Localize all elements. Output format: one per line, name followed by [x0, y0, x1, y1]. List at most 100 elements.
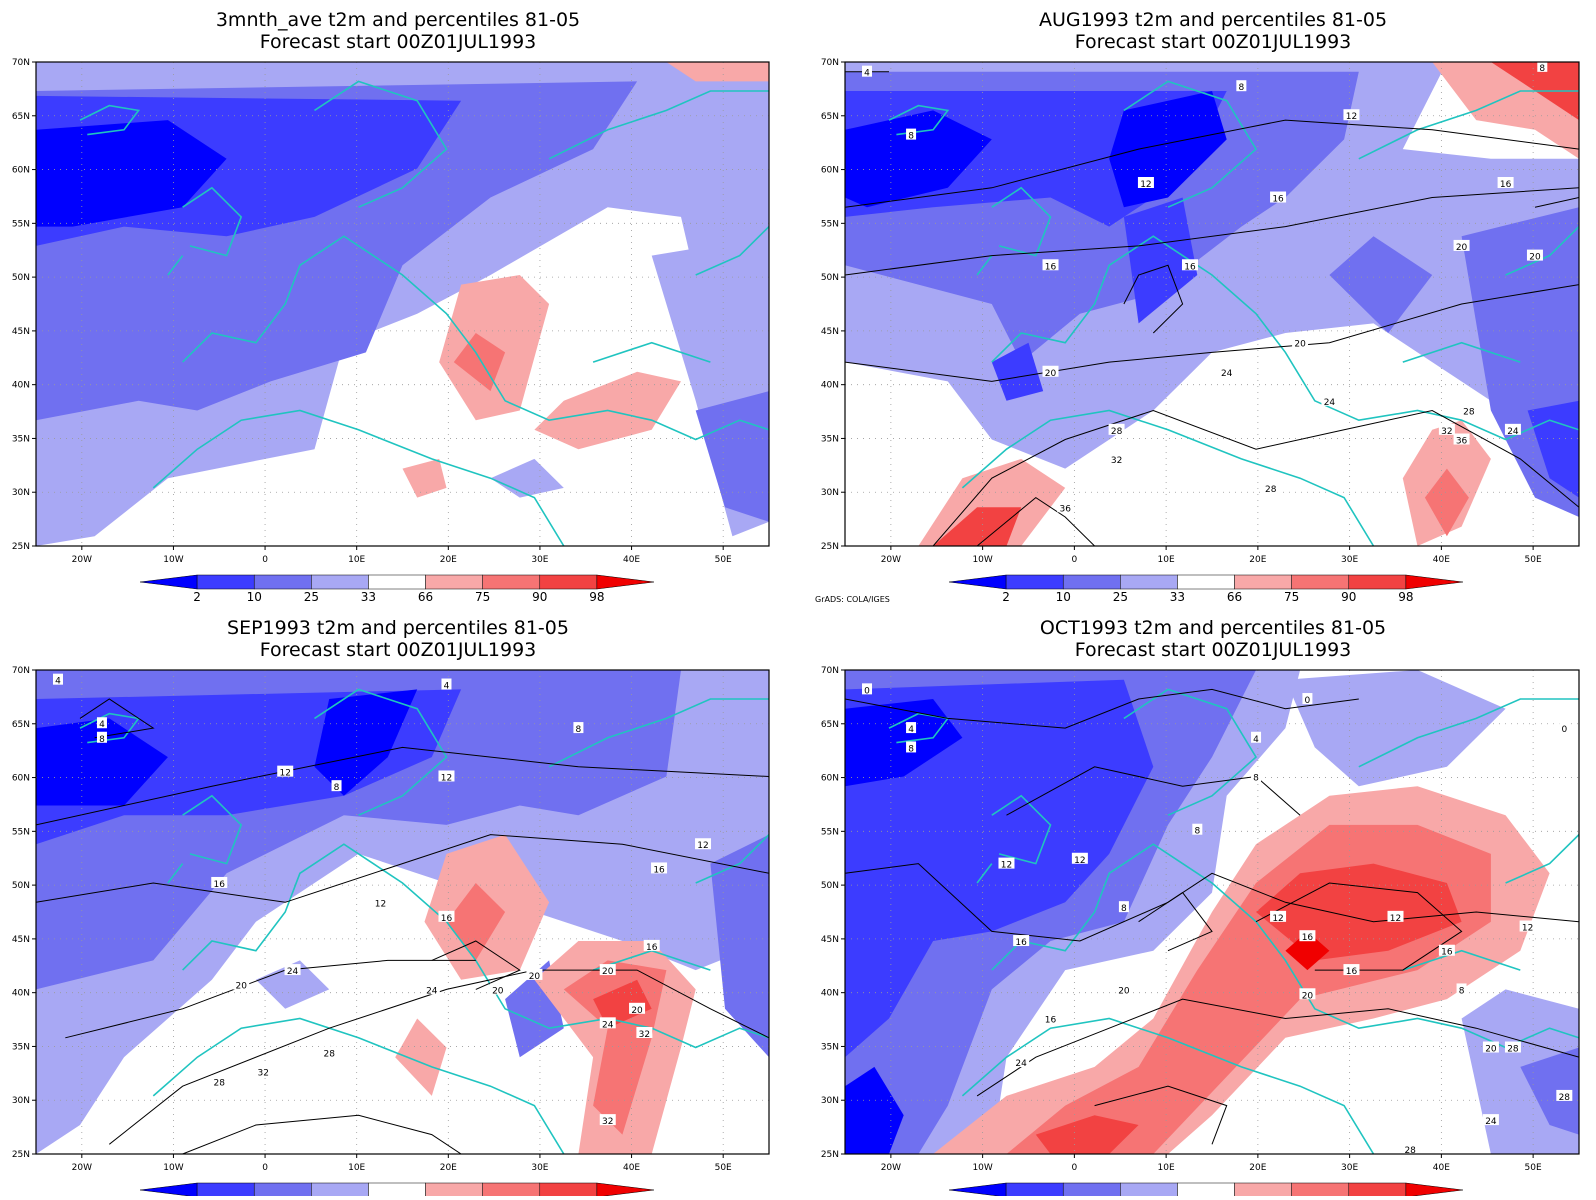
contour-label: 4 — [864, 69, 870, 79]
y-tick-label: 30N — [821, 488, 839, 498]
colorbar-segment — [539, 574, 598, 590]
colorbar: 2 10 25 33 66 75 90 98 — [139, 574, 655, 604]
isotherm-contour — [1255, 882, 1463, 971]
contour-label-bg — [1343, 109, 1360, 121]
contour-label: 8 — [908, 744, 914, 754]
shade-p25-7 — [1329, 236, 1433, 333]
panel-title: OCT1993 t2m and percentiles 81-05 — [1040, 617, 1386, 639]
contour-label-bg — [1137, 177, 1154, 188]
contour-label: 16 — [1045, 1015, 1057, 1025]
contour-label: 4 — [444, 682, 450, 692]
contour-label-bg — [862, 683, 873, 695]
contour-label-bg — [1042, 1012, 1059, 1024]
contour-label-bg — [96, 717, 107, 729]
shade-p2-3 — [845, 110, 992, 208]
x-tick-label: 0 — [262, 555, 268, 565]
contour-label: 8 — [576, 725, 582, 735]
contour-label: 12 — [1074, 856, 1085, 866]
contour-label-bg — [1042, 259, 1059, 271]
coastline — [1123, 80, 1258, 208]
shade-p66-10 — [666, 62, 769, 82]
contour-label-bg — [1108, 452, 1125, 464]
contour-label: 8 — [1539, 64, 1545, 74]
coastline — [592, 341, 711, 363]
contour-label-bg — [599, 1017, 616, 1029]
grads-credit: GrADS: COLA/IGES — [815, 595, 890, 604]
colorbar-segment — [311, 574, 369, 590]
colorbar-label: 10 — [1056, 590, 1071, 604]
contour-label: 24 — [287, 967, 299, 977]
contour-label-bg — [1118, 901, 1129, 913]
contour-label-bg — [1537, 62, 1548, 72]
x-tick-label: 40E — [623, 1163, 640, 1173]
colorbar-label: 75 — [1284, 590, 1299, 604]
y-tick-label: 70N — [821, 58, 839, 68]
shade-p25-6 — [710, 834, 769, 1058]
x-tick-label: 20E — [1249, 1163, 1266, 1173]
coastline — [167, 255, 184, 276]
colorbar: 2 10 25 33 66 75 90 98 — [948, 574, 1464, 604]
x-tick-label: 20W — [881, 1163, 901, 1173]
colorbar-arrow-high — [596, 1182, 655, 1198]
contour-label: 12 — [697, 841, 708, 851]
contour-label-bg — [1057, 501, 1074, 513]
panel-subtitle: Forecast start 00Z01JUL1993 — [260, 31, 537, 53]
x-tick-label: 20W — [881, 555, 901, 565]
x-tick-label: 30E — [1341, 1163, 1358, 1173]
contour-label-bg — [1482, 1114, 1499, 1126]
contour-label: 16 — [441, 914, 453, 924]
contour-label-bg — [998, 857, 1015, 869]
colorbar-arrow-low — [139, 574, 198, 590]
contour-label-bg — [438, 770, 455, 782]
isotherm-contour — [1123, 264, 1184, 334]
x-tick-label: 50E — [1525, 555, 1542, 565]
shade-p2-3 — [845, 699, 963, 787]
coastline — [991, 235, 1579, 441]
map-area: 4 4 4 8 8 8 12 12 12 12 16 16 16 16 20 20 20 20 20 24 24 24 28… — [36, 670, 769, 1154]
x-tick-label: 10W — [972, 1163, 992, 1173]
contour-label-bg — [695, 838, 712, 850]
colorbar-segment — [1234, 574, 1292, 590]
x-tick-label: 0 — [262, 1163, 268, 1173]
colorbar-segment — [1234, 1182, 1292, 1198]
contour-label-bg — [629, 1002, 646, 1014]
contour-label-bg — [321, 1046, 338, 1058]
colorbar-label: 33 — [361, 590, 376, 604]
x-tick-label: 20W — [72, 1163, 92, 1173]
x-tick-label: 50E — [715, 1163, 732, 1173]
contour-label: 20 — [236, 982, 248, 992]
contour-label: 12 — [279, 769, 290, 779]
y-tick-label: 25N — [821, 1150, 839, 1160]
y-tick-label: 60N — [12, 774, 30, 784]
x-tick-label: 20E — [1249, 555, 1266, 565]
colorbar-label: 66 — [1227, 590, 1242, 604]
contour-label: 12 — [375, 899, 386, 909]
y-tick-label: 60N — [821, 166, 839, 176]
x-tick-label: 20W — [72, 555, 92, 565]
contour-label: 16 — [1302, 933, 1314, 943]
panel-title: AUG1993 t2m and percentiles 81-05 — [1039, 9, 1387, 31]
contour-label: 16 — [653, 865, 665, 875]
contour-label: 12 — [1522, 924, 1533, 934]
contour-label: 0 — [1561, 725, 1567, 735]
y-tick-label: 60N — [821, 774, 839, 784]
coastline — [991, 186, 1052, 257]
contour-label: 24 — [1485, 1117, 1497, 1127]
shade-p33-5 — [1285, 670, 1506, 787]
x-tick-label: 10W — [163, 1163, 183, 1173]
x-tick-label: 0 — [1072, 1163, 1078, 1173]
colorbar-label: 25 — [1113, 590, 1128, 604]
y-tick-label: 55N — [12, 827, 30, 837]
x-tick-label: 10E — [348, 555, 365, 565]
contour-label-bg — [1504, 423, 1521, 435]
coastline — [167, 863, 184, 884]
contour-label-bg — [573, 722, 584, 734]
isotherm-contour — [182, 1114, 462, 1154]
contour-label-bg — [1387, 910, 1404, 922]
contour-label: 32 — [602, 1117, 613, 1127]
coastline — [548, 698, 769, 768]
contour-label: 20 — [1485, 1045, 1497, 1055]
y-tick-label: 70N — [12, 58, 30, 68]
colorbar-segment — [1062, 574, 1121, 590]
